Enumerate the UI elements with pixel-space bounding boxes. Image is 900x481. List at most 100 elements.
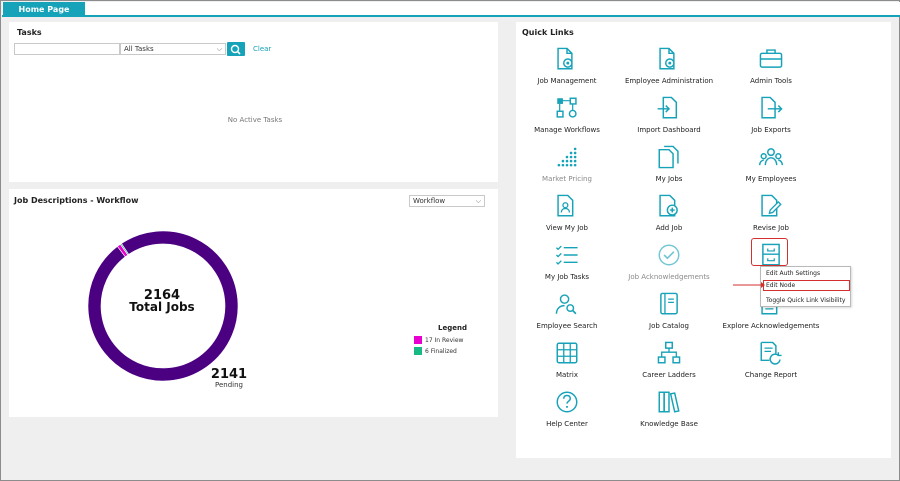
documents-icon (658, 145, 679, 169)
book-icon (660, 292, 678, 315)
quick-link-label: Job Acknowledgements (628, 273, 710, 281)
quick-link-my-jobs[interactable]: My Jobs (614, 142, 724, 190)
legend-label: 17 In Review (425, 336, 464, 344)
quick-link-market-pricing[interactable]: Market Pricing (512, 142, 622, 190)
quick-link-label: Job Exports (751, 126, 791, 134)
pending-label: Pending (215, 381, 243, 389)
quick-links-title: Quick Links (522, 28, 574, 37)
quick-link-label: Manage Workflows (534, 126, 600, 134)
quick-link-label: Admin Tools (750, 77, 792, 85)
workflow-select-value: Workflow (413, 197, 446, 205)
quick-link-label: Import Dashboard (637, 126, 701, 134)
briefcase-icon (759, 49, 783, 68)
quick-link-career-ladders[interactable]: Career Ladders (614, 338, 724, 386)
quick-link-label: My Job Tasks (544, 273, 590, 281)
quick-link-label: Employee Administration (624, 77, 714, 85)
quick-link-label: Job Catalog (649, 322, 689, 330)
tab-bar: Home Page (2, 2, 900, 17)
export-icon (761, 96, 783, 119)
tasks-title: Tasks (17, 28, 42, 37)
quick-link-label: Matrix (555, 371, 579, 379)
legend-swatch (414, 347, 422, 355)
quick-link-label: Add Job (655, 224, 683, 232)
people-icon (758, 148, 784, 166)
total-jobs-label: Total Jobs (129, 300, 195, 314)
quick-link-help-center[interactable]: Help Center (512, 387, 622, 435)
quick-link-job-management[interactable]: Job Management (512, 44, 622, 92)
report-refresh-icon (760, 341, 782, 365)
quick-link-job-exports[interactable]: Job Exports (716, 93, 826, 141)
quick-link-revise-job[interactable]: Revise Job (716, 191, 826, 239)
workflow-icon (556, 97, 577, 118)
quick-link-label: Knowledge Base (640, 420, 698, 428)
quick-link-job-catalog[interactable]: Job Catalog (614, 289, 724, 337)
quick-link-knowledge-base[interactable]: Knowledge Base (614, 387, 724, 435)
quick-link-job-acknowledgements[interactable]: Job Acknowledgements (614, 240, 724, 288)
quick-link-label: Revise Job (753, 224, 789, 232)
legend-swatch (414, 336, 422, 344)
quick-link-add-job[interactable]: Add Job (614, 191, 724, 239)
quick-link-admin-tools[interactable]: Admin Tools (716, 44, 826, 92)
quick-link-view-my-job[interactable]: View My Job (512, 191, 622, 239)
doc-plus-icon (659, 194, 678, 217)
doc-person-icon (557, 194, 574, 217)
dot-chart-icon (557, 147, 577, 167)
quick-link-label: Help Center (546, 420, 588, 428)
quick-link-matrix[interactable]: Matrix (512, 338, 622, 386)
quick-link-my-job-tasks[interactable]: My Job Tasks (512, 240, 622, 288)
check-circle-icon (658, 244, 680, 266)
chevron-down-icon: ⌵ (475, 197, 481, 205)
quick-link-label: My Employees (745, 175, 797, 183)
context-menu: Edit Auth Settings Edit Node Toggle Quic… (760, 266, 851, 307)
legend-item-in-review[interactable]: 17 In Review (414, 336, 463, 344)
quick-link-my-employees[interactable]: My Employees (716, 142, 826, 190)
quick-link-label: Change Report (744, 371, 798, 379)
highlight-box (763, 280, 850, 291)
help-icon (556, 391, 578, 413)
quick-link-employee-administration[interactable]: Employee Administration (614, 44, 724, 92)
workflow-donut-chart (87, 230, 239, 382)
quick-link-label: Employee Search (536, 322, 598, 330)
quick-links-panel (516, 22, 891, 458)
cabinet-icon (762, 243, 780, 266)
quick-link-employee-search[interactable]: Employee Search (512, 289, 622, 337)
person-search-icon (555, 294, 577, 315)
highlight-box (751, 238, 788, 266)
clear-link[interactable]: Clear (253, 45, 272, 53)
legend-title: Legend (438, 324, 467, 332)
tasks-search-input[interactable] (14, 43, 120, 55)
search-icon (230, 44, 241, 55)
legend-item-finalized[interactable]: 6 Finalized (414, 347, 457, 355)
quick-link-label: Career Ladders (642, 371, 696, 379)
quick-link-label: Job Management (537, 77, 597, 85)
quick-link-label: View My Job (545, 224, 589, 232)
import-icon (657, 96, 678, 119)
quick-link-label: Explore Acknowledgements (722, 322, 820, 330)
workflow-title: Job Descriptions - Workflow (14, 196, 139, 205)
legend-label: 6 Finalized (425, 347, 457, 355)
donut-slice-pending[interactable] (87, 230, 239, 382)
quick-link-import-dashboard[interactable]: Import Dashboard (614, 93, 724, 141)
donut-slice-finalized[interactable] (119, 243, 130, 256)
menu-item-edit-node[interactable]: Edit Node (766, 282, 796, 289)
org-chart-icon (657, 341, 681, 364)
grid-icon (556, 342, 578, 364)
quick-link-change-report[interactable]: Change Report (716, 338, 826, 386)
tab-home-page[interactable]: Home Page (3, 2, 85, 17)
pending-number: 2141 (210, 367, 248, 382)
quick-link-label: My Jobs (655, 175, 683, 183)
menu-item-edit-auth-settings[interactable]: Edit Auth Settings (766, 270, 821, 277)
quick-link-manage-workflows[interactable]: Manage Workflows (512, 93, 622, 141)
checklist-icon (555, 245, 578, 265)
total-jobs-number: 2164 (143, 288, 181, 303)
quick-link-label: Market Pricing (542, 175, 592, 183)
tasks-filter-value: All Tasks (124, 45, 154, 53)
tasks-filter-select[interactable]: All Tasks ⌵ (120, 43, 226, 55)
pointer-arrow-icon (733, 282, 765, 288)
workflow-select[interactable]: Workflow ⌵ (409, 195, 485, 207)
search-button[interactable] (227, 42, 245, 56)
no-active-tasks-message: No Active Tasks (227, 116, 283, 124)
menu-item-toggle-visibility[interactable]: Toggle Quick Link Visibility (766, 297, 846, 304)
doc-gear-icon (557, 47, 573, 70)
doc-pencil-icon (761, 194, 782, 217)
